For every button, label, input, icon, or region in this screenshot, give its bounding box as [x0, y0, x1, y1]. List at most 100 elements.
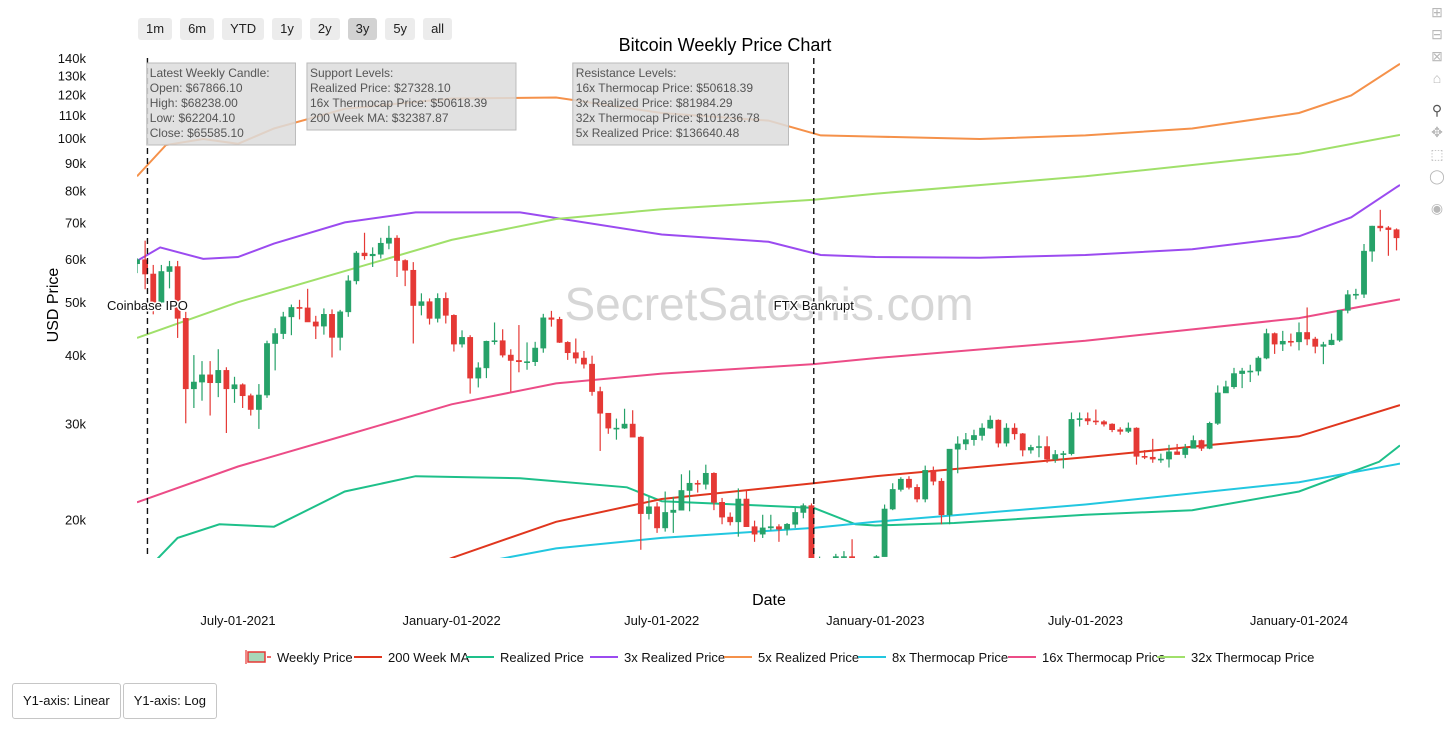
info-box-line: Support Levels:	[310, 66, 393, 80]
candle	[345, 275, 352, 317]
candle	[459, 330, 465, 348]
zoom-in-icon[interactable]: ⊞	[1431, 4, 1443, 20]
candle-body	[800, 505, 807, 513]
y-axis-linear-button[interactable]: Y1-axis: Linear	[12, 683, 121, 719]
candle-body	[296, 307, 303, 309]
legend-label: Weekly Price	[277, 650, 353, 665]
candle-body	[540, 317, 547, 349]
candle	[288, 304, 295, 336]
candle-body	[1092, 420, 1099, 423]
range-button-1m[interactable]: 1m	[138, 18, 173, 40]
info-box-line: 16x Thermocap Price: $50618.39	[310, 96, 488, 110]
autoscale-icon[interactable]: ⊠	[1431, 48, 1443, 64]
zoom-icon[interactable]: ⚲	[1431, 102, 1443, 118]
candle	[361, 232, 368, 260]
candle-body	[938, 480, 945, 516]
candle-body	[174, 266, 181, 319]
candle	[491, 322, 498, 345]
range-button-1y[interactable]: 1y	[272, 18, 302, 40]
candle-body	[442, 298, 449, 316]
range-button-all[interactable]: all	[423, 18, 453, 40]
candle-body	[914, 487, 920, 500]
candle-body	[1141, 456, 1148, 458]
candle	[922, 465, 929, 503]
info-box	[306, 62, 517, 131]
y-tick-label: 130k	[58, 69, 87, 84]
home-icon[interactable]: ⌂	[1432, 70, 1442, 86]
candle	[735, 488, 742, 537]
candle-body	[345, 280, 352, 313]
watermark-text: SecretSatoshis.com	[564, 278, 973, 330]
candle	[1231, 367, 1237, 389]
candle	[613, 418, 620, 440]
candle	[1214, 385, 1221, 425]
series-line-16x-thermocap-price	[137, 298, 1400, 504]
candle-body	[1182, 447, 1189, 455]
candle-body	[1003, 427, 1010, 444]
zoom-out-icon[interactable]: ⊟	[1431, 26, 1443, 42]
candle	[1092, 409, 1099, 425]
candle	[1320, 341, 1327, 365]
candle-body	[1271, 333, 1278, 345]
candle-body	[1328, 339, 1335, 345]
candle	[1068, 412, 1075, 456]
candle-body	[137, 259, 140, 265]
box-select-icon[interactable]: ⬚	[1430, 146, 1444, 162]
series-line-3x-realized-price	[137, 184, 1400, 262]
candle	[410, 262, 417, 344]
series-line-200-week-ma	[449, 404, 1400, 558]
candle-body	[386, 237, 392, 244]
candle-body	[1320, 344, 1327, 347]
candle-body	[605, 412, 612, 429]
candle-body	[564, 342, 571, 354]
y-tick-label: 90k	[65, 156, 86, 171]
lasso-select-icon[interactable]: ◯	[1429, 168, 1445, 184]
candle	[264, 340, 270, 398]
candle-body	[825, 562, 830, 566]
candle-body	[1369, 225, 1376, 252]
candle-body	[946, 448, 953, 516]
candle	[280, 311, 287, 340]
range-button-2y[interactable]: 2y	[309, 18, 340, 40]
y-axis-log-button[interactable]: Y1-axis: Log	[122, 683, 217, 719]
candle	[540, 313, 547, 353]
candle-body	[1190, 440, 1197, 449]
range-button-ytd[interactable]: YTD	[222, 18, 265, 40]
candle-body	[516, 360, 522, 362]
candle	[1133, 427, 1140, 465]
candle-body	[1036, 446, 1042, 448]
candle-body	[304, 307, 311, 323]
candle	[499, 329, 506, 358]
candle-body	[272, 333, 279, 344]
candle-body	[711, 472, 717, 503]
pan-icon[interactable]: ✥	[1431, 124, 1443, 140]
candle	[881, 504, 888, 557]
candle-body	[858, 561, 863, 562]
candle-body	[1263, 333, 1270, 359]
candle-body	[832, 556, 839, 558]
candle-body	[866, 561, 871, 564]
camera-icon[interactable]: ◉	[1430, 200, 1444, 216]
legend-label: Realized Price	[500, 650, 584, 665]
range-button-5y[interactable]: 5y	[385, 18, 416, 40]
candle	[597, 386, 604, 451]
candle-body	[881, 508, 888, 557]
candle-body	[849, 556, 855, 558]
candle	[686, 470, 693, 512]
candle-body	[548, 317, 555, 320]
candle-body	[247, 395, 254, 410]
candle-body	[1174, 451, 1181, 455]
candle-body	[987, 419, 994, 429]
candle	[312, 315, 319, 340]
candle-body	[702, 472, 709, 485]
range-button-6m[interactable]: 6m	[180, 18, 215, 40]
candle-body	[1296, 332, 1302, 343]
candle	[426, 298, 433, 325]
y-tick-label: 100k	[58, 131, 87, 146]
candle	[337, 309, 344, 351]
candle	[1304, 307, 1311, 346]
range-button-3y[interactable]: 3y	[347, 18, 378, 40]
candle-body	[1222, 386, 1229, 394]
candle	[906, 476, 912, 490]
